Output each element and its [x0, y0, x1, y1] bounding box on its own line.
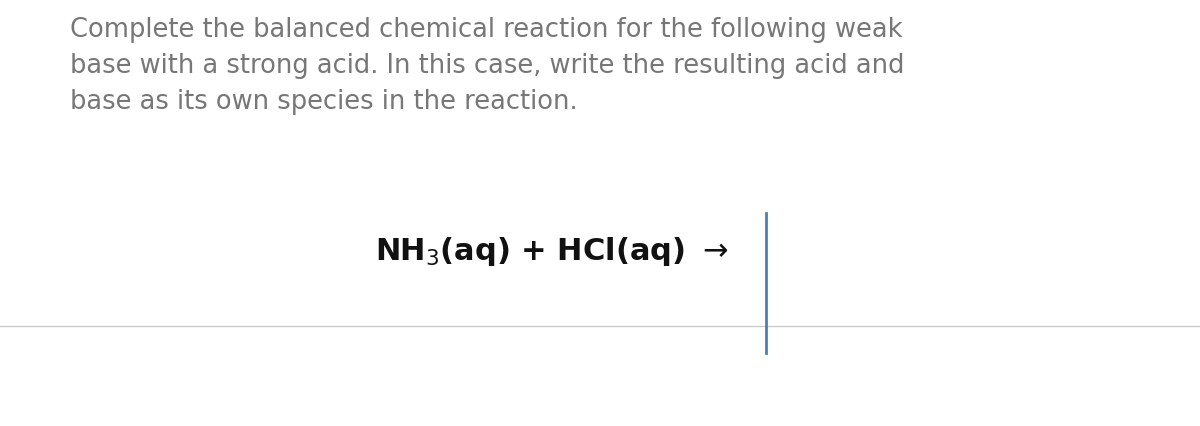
Text: Complete the balanced chemical reaction for the following weak
base with a stron: Complete the balanced chemical reaction …: [70, 17, 904, 115]
Text: NH$_3$(aq) + HCl(aq) $\rightarrow$: NH$_3$(aq) + HCl(aq) $\rightarrow$: [376, 235, 728, 268]
